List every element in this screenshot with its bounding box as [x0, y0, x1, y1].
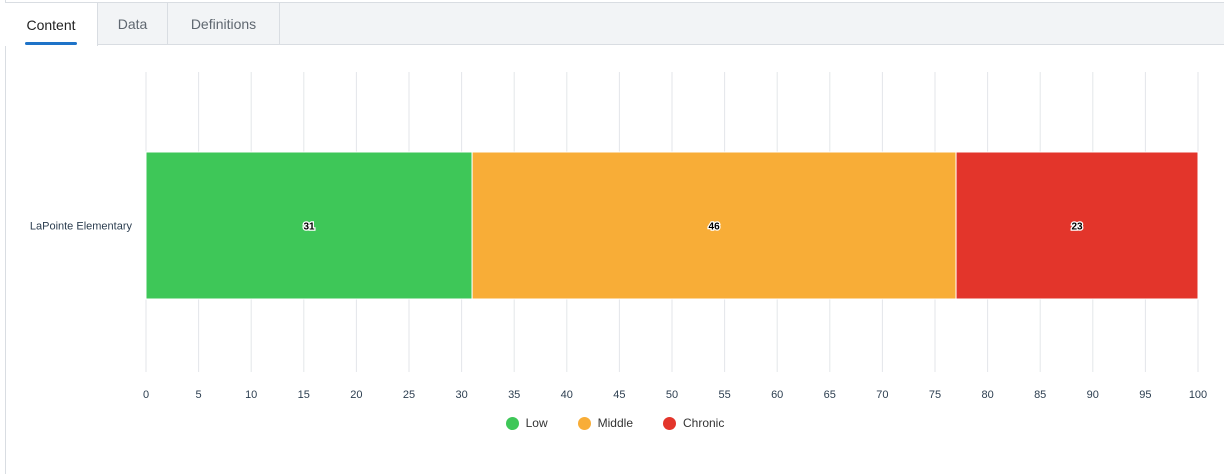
tab-content-label: Content	[26, 16, 76, 33]
tab-data[interactable]: Data	[98, 3, 168, 45]
x-tick-label: 90	[1087, 389, 1099, 401]
x-tick-label: 80	[981, 389, 993, 401]
bar-segment-middle[interactable]	[471, 151, 957, 300]
x-tick-label: 40	[561, 389, 573, 401]
bar-segments: 31 46 23	[145, 151, 1199, 300]
x-tick-label: 60	[771, 389, 783, 401]
x-tick-label: 25	[403, 389, 415, 401]
legend-label: Middle	[597, 416, 633, 430]
x-tick-label: 85	[1034, 389, 1046, 401]
x-axis-tick-labels: 0 5 10 15 20 25 30 35 40 45 50 55 60 65 70 75 80 85 90 95 10…	[143, 389, 1207, 401]
x-tick-label: 0	[143, 389, 149, 401]
data-label: 31	[303, 222, 315, 233]
legend-item-low[interactable]: Low	[505, 416, 548, 430]
x-tick-label: 70	[876, 389, 888, 401]
x-tick-label: 100	[1189, 389, 1207, 401]
x-tick-label: 65	[824, 389, 836, 401]
x-tick-label: 10	[245, 389, 257, 401]
data-label: 23	[1071, 222, 1083, 233]
data-label: 46	[709, 222, 721, 233]
x-tick-label: 45	[613, 389, 625, 401]
category-label: LaPointe Elementary	[30, 221, 133, 233]
legend-marker	[663, 416, 676, 430]
tab-definitions-label: Definitions	[190, 16, 257, 32]
tab-bar: Content Data Definitions	[5, 2, 1224, 46]
legend-marker	[505, 416, 519, 430]
x-tick-label: 20	[350, 389, 362, 401]
tab-content[interactable]: Content	[5, 3, 98, 46]
tab-definitions[interactable]: Definitions	[168, 3, 280, 45]
x-tick-label: 35	[508, 389, 520, 401]
x-tick-label: 50	[666, 389, 678, 401]
bar-segment-chronic[interactable]	[955, 151, 1199, 300]
category-labels: LaPointe Elementary	[30, 221, 133, 233]
x-tick-label: 55	[718, 389, 730, 401]
x-tick-label: 75	[929, 389, 941, 401]
legend-item-middle[interactable]: Middle	[577, 416, 633, 430]
content-panel	[5, 0, 1224, 474]
x-tick-label: 95	[1139, 389, 1151, 401]
legend-label: Low	[525, 416, 548, 430]
x-tick-label: 5	[196, 389, 202, 401]
legend-label: Chronic	[683, 416, 725, 430]
x-tick-label: 15	[298, 389, 310, 401]
chart-legend: Low Middle Chronic	[0, 416, 1224, 430]
legend-item-chronic[interactable]: Chronic	[663, 416, 724, 430]
tab-data-label: Data	[117, 16, 148, 32]
x-tick-label: 30	[455, 389, 467, 401]
legend-marker	[577, 416, 591, 430]
active-tab-indicator	[25, 42, 77, 45]
